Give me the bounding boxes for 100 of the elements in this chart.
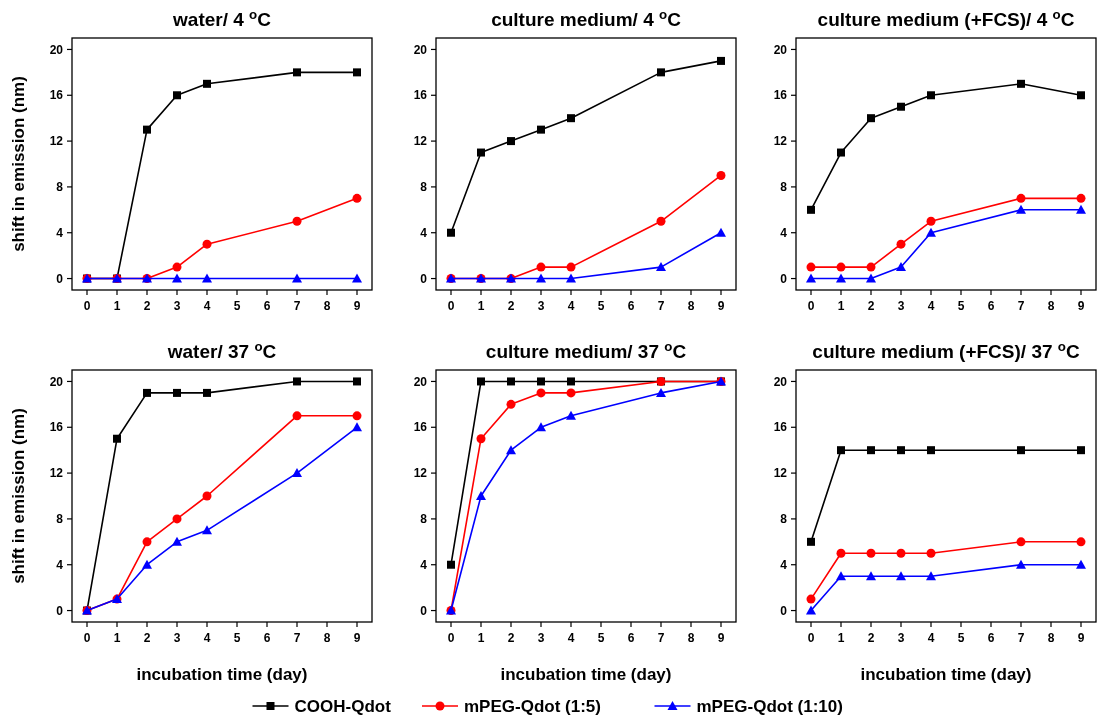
- point: [566, 262, 576, 272]
- x-tick-label: 5: [957, 299, 965, 313]
- point: [143, 125, 151, 134]
- point: [806, 594, 816, 604]
- point: [203, 79, 211, 88]
- x-tick-label: 6: [987, 299, 995, 313]
- x-tick-label: 7: [657, 299, 665, 313]
- x-tick-label: 9: [1077, 631, 1085, 645]
- point: [202, 525, 212, 535]
- x-tick-label: 7: [293, 631, 301, 645]
- point: [352, 193, 362, 203]
- y-tick-label: 16: [773, 420, 788, 435]
- point: [836, 571, 846, 581]
- point: [567, 377, 575, 386]
- y-tick-label: 20: [413, 374, 428, 389]
- y-tick-label: 12: [773, 134, 788, 149]
- x-tick-label: 5: [957, 631, 965, 645]
- point: [567, 114, 575, 123]
- y-tick-label: 20: [773, 374, 788, 389]
- x-tick-label: 0: [807, 631, 815, 645]
- chart-title: culture medium (+FCS)/ 37 $^{o}$C: [812, 338, 1080, 362]
- y-tick-label: 4: [56, 225, 64, 240]
- point: [926, 571, 936, 581]
- x-tick-label: 2: [867, 631, 875, 645]
- y-tick-label: 12: [413, 134, 428, 149]
- point: [1017, 79, 1025, 88]
- point: [1016, 537, 1026, 547]
- point: [477, 148, 485, 157]
- x-tick-label: 7: [293, 299, 301, 313]
- point: [867, 446, 875, 455]
- point: [173, 91, 181, 100]
- point: [506, 399, 516, 409]
- y-tick-label: 16: [413, 88, 428, 103]
- point: [927, 446, 935, 455]
- x-tick-label: 5: [233, 299, 241, 313]
- point: [656, 216, 666, 226]
- x-tick-label: 1: [477, 299, 485, 313]
- x-tick-label: 2: [507, 631, 515, 645]
- point: [1076, 537, 1086, 547]
- point: [537, 125, 545, 134]
- y-axis-title: shift in emission (nm): [9, 408, 28, 584]
- point: [717, 56, 725, 65]
- y-tick-label: 12: [773, 466, 788, 481]
- y-tick-label: 4: [56, 557, 64, 572]
- point: [566, 410, 576, 420]
- x-tick-label: 7: [657, 631, 665, 645]
- point: [506, 445, 516, 455]
- point: [447, 560, 455, 569]
- point: [656, 387, 666, 397]
- point: [867, 114, 875, 123]
- y-tick-label: 8: [56, 512, 64, 527]
- point: [292, 411, 302, 421]
- point: [143, 388, 151, 397]
- x-tick-label: 8: [1047, 299, 1055, 313]
- point: [292, 273, 302, 283]
- x-tick-label: 3: [173, 631, 181, 645]
- x-tick-label: 5: [597, 631, 605, 645]
- x-tick-label: 0: [807, 299, 815, 313]
- point: [926, 216, 936, 226]
- y-tick-label: 20: [773, 42, 788, 57]
- x-tick-label: 9: [717, 299, 725, 313]
- point: [866, 273, 876, 283]
- x-tick-label: 4: [203, 631, 211, 645]
- point: [292, 216, 302, 226]
- x-tick-label: 5: [597, 299, 605, 313]
- x-tick-label: 2: [143, 299, 151, 313]
- x-tick-label: 8: [687, 631, 695, 645]
- point: [202, 273, 212, 283]
- point: [1076, 204, 1086, 214]
- point: [113, 434, 121, 443]
- x-tick-label: 7: [1017, 631, 1025, 645]
- x-axis-title: incubation time (day): [136, 665, 308, 684]
- point: [476, 434, 486, 444]
- chart-title: water/ 37 $^{o}$C: [166, 338, 277, 362]
- x-tick-label: 3: [897, 299, 905, 313]
- x-tick-label: 6: [263, 299, 271, 313]
- point: [142, 559, 152, 569]
- point: [352, 422, 362, 432]
- x-tick-label: 9: [353, 631, 361, 645]
- point: [896, 548, 906, 558]
- y-tick-label: 0: [56, 603, 64, 618]
- point: [353, 68, 361, 77]
- chart-title: water/ 4 $^{o}$C: [172, 6, 272, 30]
- point: [807, 537, 815, 546]
- x-tick-label: 4: [927, 631, 935, 645]
- point: [1077, 446, 1085, 455]
- x-tick-label: 4: [203, 299, 211, 313]
- point: [566, 388, 576, 398]
- y-tick-label: 20: [49, 374, 64, 389]
- point: [896, 239, 906, 249]
- point: [1016, 193, 1026, 203]
- point: [866, 548, 876, 558]
- point: [202, 491, 212, 501]
- chart-title: culture medium/ 37 $^{o}$C: [485, 338, 687, 362]
- point: [537, 377, 545, 386]
- x-tick-label: 1: [837, 299, 845, 313]
- point: [293, 377, 301, 386]
- point: [507, 377, 515, 386]
- x-axis-title: incubation time (day): [500, 665, 672, 684]
- x-tick-label: 1: [837, 631, 845, 645]
